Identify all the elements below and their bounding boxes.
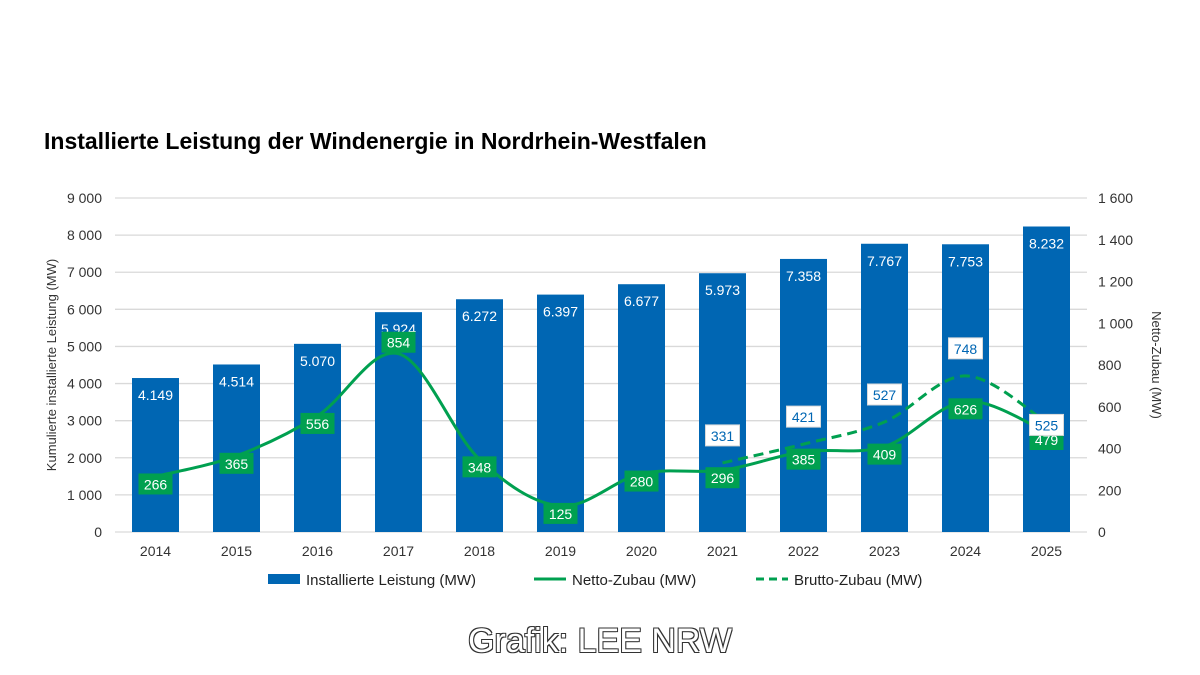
legend-swatch-bar — [268, 574, 300, 584]
bar-data-label: 6.677 — [624, 293, 659, 309]
legend-label: Installierte Leistung (MW) — [306, 572, 476, 589]
y2-tick-label: 600 — [1098, 399, 1122, 415]
chart-svg: 0 1 000 2 000 3 000 4 000 5 000 6 000 7 000 8 00… — [44, 190, 1164, 589]
brutto-label-box — [948, 337, 983, 360]
netto-label-box — [786, 448, 821, 470]
y2-axis-label: Netto-Zubau (MW) — [1149, 311, 1164, 419]
bar — [294, 343, 341, 532]
bar — [456, 299, 503, 532]
x-tick-label: 2015 — [221, 543, 252, 559]
y-tick-label: 9 000 — [67, 190, 102, 206]
netto-data-label: 280 — [630, 474, 654, 490]
bar — [942, 244, 989, 532]
bar — [1023, 226, 1070, 532]
y2-tick-label: 1 000 — [1098, 315, 1133, 331]
netto-data-label: 385 — [792, 452, 816, 468]
brutto-line — [722, 374, 1048, 465]
y-tick-label: 3 000 — [67, 413, 102, 429]
x-tick-label: 2025 — [1031, 543, 1062, 559]
y-tick-label: 5 000 — [67, 338, 102, 354]
brutto-data-label: 421 — [792, 409, 816, 425]
y-tick-label: 4 000 — [67, 376, 102, 392]
x-tick-label: 2024 — [950, 543, 981, 559]
bar — [780, 258, 827, 532]
x-tick-label: 2016 — [302, 543, 333, 559]
netto-data-label: 125 — [549, 506, 573, 522]
bar-data-label: 7.767 — [867, 253, 902, 269]
brutto-label-box — [786, 405, 821, 428]
y-tick-label: 0 — [94, 524, 102, 540]
netto-label-box — [543, 502, 578, 524]
y2-tick-label: 400 — [1098, 441, 1122, 457]
netto-label-box — [705, 467, 740, 489]
brutto-data-label: 331 — [711, 428, 735, 444]
bar-data-label: 4.149 — [138, 387, 173, 403]
netto-label-box — [624, 470, 659, 492]
x-tick-label: 2022 — [788, 543, 819, 559]
legend-label: Brutto-Zubau (MW) — [794, 572, 922, 589]
netto-label-box — [867, 443, 902, 465]
netto-data-label: 296 — [711, 470, 735, 486]
netto-data-label: 479 — [1035, 432, 1059, 448]
netto-data-label: 409 — [873, 447, 897, 463]
netto-label-box — [300, 412, 335, 434]
brutto-data-label: 748 — [954, 341, 978, 357]
netto-data-label: 854 — [387, 335, 411, 351]
netto-data-label: 365 — [225, 456, 249, 472]
y2-tick-label: 800 — [1098, 357, 1122, 373]
y2-tick-label: 1 200 — [1098, 274, 1133, 290]
y-axis-label: Kumulierte installierte Leistung (MW) — [44, 259, 59, 471]
bar — [132, 378, 179, 532]
netto-label-box — [219, 452, 254, 474]
x-tick-label: 2018 — [464, 543, 495, 559]
x-tick-label: 2019 — [545, 543, 576, 559]
brutto-label-box — [705, 424, 740, 447]
netto-data-label: 266 — [144, 476, 168, 492]
credit-text: Grafik: LEE NRW — [468, 622, 732, 660]
netto-label-box — [948, 398, 983, 420]
x-tick-label: 2021 — [707, 543, 738, 559]
y2-tick-label: 1 400 — [1098, 232, 1133, 248]
y-tick-label: 7 000 — [67, 264, 102, 280]
bar-data-label: 7.753 — [948, 253, 983, 269]
brutto-data-label: 525 — [1035, 417, 1059, 433]
x-tick-label: 2017 — [383, 543, 414, 559]
netto-data-label: 626 — [954, 401, 978, 417]
netto-data-label: 556 — [306, 416, 330, 432]
bar-data-label: 5.973 — [705, 282, 740, 298]
y-tick-label: 1 000 — [67, 487, 102, 503]
x-tick-label: 2020 — [626, 543, 657, 559]
chart-title: Installierte Leistung der Windenergie in… — [44, 128, 707, 154]
bar — [618, 284, 665, 532]
netto-label-box — [462, 456, 497, 478]
netto-label-box — [381, 331, 416, 353]
y-tick-label: 8 000 — [67, 227, 102, 243]
y2-tick-label: 200 — [1098, 482, 1122, 498]
bar-data-label: 7.358 — [786, 268, 821, 284]
bar-data-label: 6.397 — [543, 304, 578, 320]
bar-data-label: 4.514 — [219, 373, 254, 389]
brutto-label-box — [1029, 413, 1064, 436]
netto-line — [155, 351, 1048, 508]
brutto-data-label: 527 — [873, 387, 897, 403]
brutto-label-box — [867, 383, 902, 406]
netto-data-label: 348 — [468, 459, 492, 475]
legend-label: Netto-Zubau (MW) — [572, 572, 696, 589]
bar-data-label: 8.232 — [1029, 236, 1064, 252]
bar-data-label: 5.070 — [300, 353, 335, 369]
bar — [699, 273, 746, 532]
y-tick-label: 2 000 — [67, 450, 102, 466]
bar-data-label: 6.272 — [462, 308, 497, 324]
y-tick-label: 6 000 — [67, 301, 102, 317]
netto-label-box — [138, 473, 173, 495]
y2-tick-label: 1 600 — [1098, 190, 1133, 206]
x-tick-label: 2023 — [869, 543, 900, 559]
bar — [537, 294, 584, 532]
y2-tick-label: 0 — [1098, 524, 1106, 540]
x-tick-label: 2014 — [140, 543, 171, 559]
